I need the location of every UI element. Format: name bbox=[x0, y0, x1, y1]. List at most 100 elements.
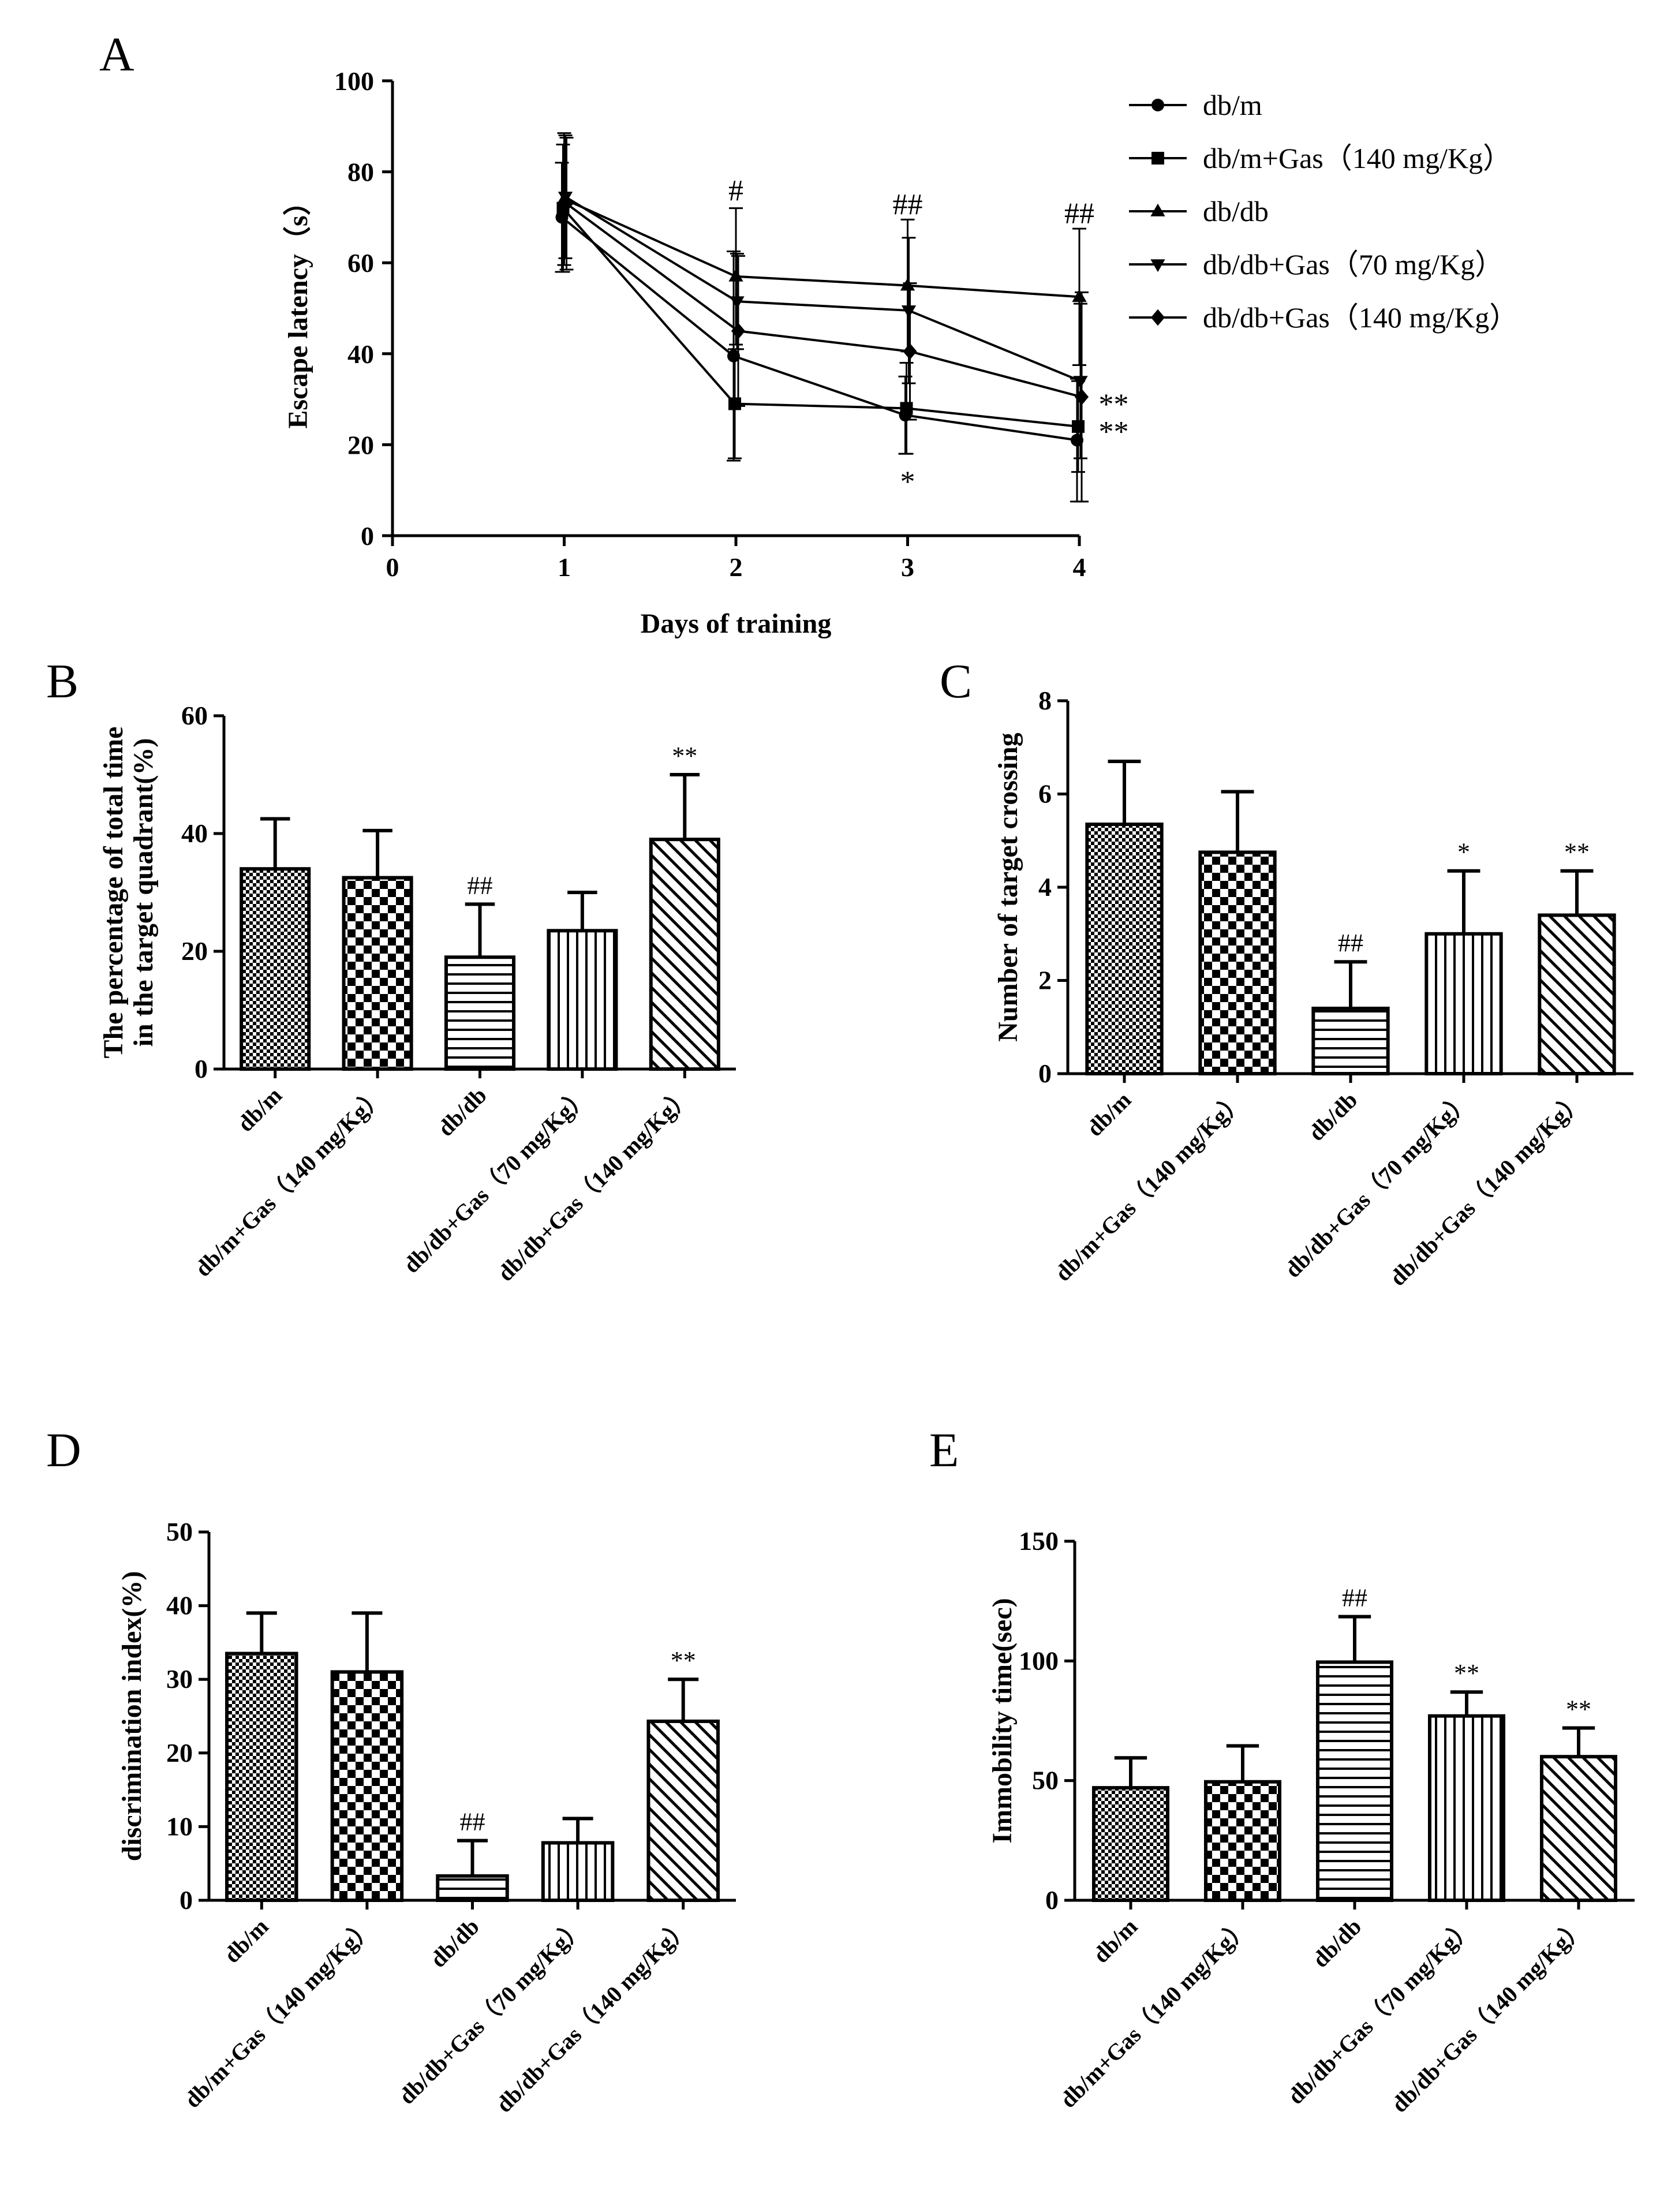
category-label: db/db+Gas（70 mg/Kg） bbox=[1283, 1914, 1478, 2109]
category-label: db/db+Gas（140 mg/Kg） bbox=[1386, 1914, 1591, 2118]
data-point bbox=[903, 343, 917, 360]
chart-panel-e: E 0 50 100 150 Immobility time(sec) db/mdb/m+G… bbox=[929, 1423, 1635, 2117]
category-label: db/db bbox=[1303, 1087, 1363, 1146]
data-point bbox=[1150, 203, 1165, 216]
y-tick-label: 50 bbox=[166, 1517, 193, 1546]
series-0 bbox=[555, 162, 1084, 503]
y-tick-label: 40 bbox=[347, 339, 374, 369]
y-tick-label: 0 bbox=[195, 1054, 208, 1083]
data-point bbox=[1072, 420, 1085, 433]
y-tick-label: 100 bbox=[334, 66, 374, 96]
chart-panel-b: B 0 20 40 60 The percentage of total timein t… bbox=[46, 655, 736, 1286]
y-axis-label: Number of target crossing bbox=[993, 733, 1023, 1041]
data-point bbox=[1073, 376, 1088, 389]
category-label: db/db+Gas（140 mg/Kg） bbox=[491, 1914, 695, 2118]
significance-mark: ** bbox=[1564, 838, 1590, 866]
data-point bbox=[730, 296, 745, 309]
y-axis-label: discrimination index(%) bbox=[117, 1571, 147, 1862]
y-tick-label: 4 bbox=[1038, 872, 1052, 902]
data-point bbox=[731, 323, 746, 339]
panel-label: B bbox=[46, 655, 78, 708]
category-label: db/db+Gas（70 mg/Kg） bbox=[394, 1914, 589, 2109]
series-3 bbox=[558, 134, 1088, 459]
y-tick-label: 20 bbox=[166, 1738, 193, 1768]
significance-mark: ** bbox=[672, 742, 697, 770]
x-tick-label: 4 bbox=[1073, 552, 1086, 582]
bar bbox=[1315, 1660, 1394, 1903]
data-point bbox=[1150, 259, 1165, 272]
legend-label: db/db+Gas（70 mg/Kg） bbox=[1203, 248, 1504, 281]
y-tick-label: 30 bbox=[166, 1664, 193, 1694]
data-point bbox=[1151, 99, 1164, 111]
category-label: db/m bbox=[232, 1082, 287, 1137]
category-label: db/m+Gas（140 mg/Kg） bbox=[1050, 1087, 1250, 1287]
x-tick-label: 2 bbox=[730, 552, 743, 582]
bar bbox=[1539, 1755, 1618, 1902]
panel-label: E bbox=[929, 1423, 959, 1477]
legend-label: db/m+Gas（140 mg/Kg） bbox=[1203, 142, 1512, 174]
y-tick-label: 8 bbox=[1038, 686, 1052, 715]
panel-label: D bbox=[46, 1423, 81, 1477]
y-tick-label: 150 bbox=[1019, 1526, 1059, 1556]
significance-mark: ** bbox=[1099, 388, 1129, 421]
y-tick-label: 0 bbox=[180, 1885, 193, 1915]
data-point bbox=[728, 268, 743, 282]
category-label: db/db bbox=[425, 1914, 484, 1973]
bar bbox=[1538, 913, 1616, 1075]
y-tick-label: 40 bbox=[181, 819, 208, 848]
category-label: db/m bbox=[1082, 1087, 1136, 1142]
bar bbox=[342, 876, 413, 1071]
y-tick-label: 100 bbox=[1019, 1646, 1059, 1675]
bar bbox=[1311, 1006, 1390, 1075]
data-point bbox=[900, 278, 915, 291]
category-label: db/db+Gas（70 mg/Kg） bbox=[398, 1082, 594, 1278]
y-tick-label: 40 bbox=[166, 1591, 193, 1620]
y-tick-label: 2 bbox=[1038, 966, 1052, 995]
chart-panel-a: A 0 20 40 60 80 100 0 1 2 3 4 Days of training Escape… bbox=[99, 28, 1518, 639]
bar bbox=[436, 1874, 509, 1903]
data-point bbox=[900, 402, 913, 415]
series-line bbox=[566, 203, 1082, 398]
y-tick-label: 20 bbox=[347, 430, 374, 459]
bar bbox=[649, 838, 720, 1071]
category-label: db/m+Gas（140 mg/Kg） bbox=[180, 1914, 379, 2113]
data-point bbox=[1150, 309, 1165, 326]
significance-mark: ## bbox=[1342, 1584, 1367, 1612]
significance-mark: ** bbox=[1566, 1695, 1591, 1723]
category-label: db/db bbox=[432, 1082, 492, 1142]
y-tick-label: 60 bbox=[181, 701, 208, 730]
legend: db/m db/m+Gas（140 mg/Kg） db/db db/db+Gas（70… bbox=[1129, 89, 1518, 334]
series-line bbox=[563, 198, 1080, 298]
bar bbox=[225, 1651, 298, 1903]
y-axis-label: The percentage of total timein the targe… bbox=[98, 727, 159, 1059]
bar bbox=[1198, 850, 1277, 1075]
significance-mark: ## bbox=[468, 871, 493, 899]
category-label: db/m+Gas（140 mg/Kg） bbox=[190, 1082, 390, 1282]
panel-label: C bbox=[940, 655, 972, 708]
series-1 bbox=[556, 143, 1085, 473]
significance-mark: ** bbox=[1454, 1659, 1479, 1687]
category-label: db/m+Gas（140 mg/Kg） bbox=[1055, 1914, 1255, 2113]
chart-panel-c: C 0 2 4 6 8 Number of target crossing db/mdb/m+… bbox=[940, 655, 1633, 1291]
significance-mark: * bbox=[900, 465, 915, 498]
bar bbox=[646, 1719, 720, 1902]
legend-label: db/db+Gas（140 mg/Kg） bbox=[1203, 301, 1518, 334]
y-axis-label: Immobility time(sec) bbox=[987, 1598, 1018, 1843]
bar bbox=[444, 955, 516, 1071]
significance-mark: ** bbox=[671, 1646, 696, 1675]
y-tick-label: 0 bbox=[361, 521, 374, 551]
significance-mark: * bbox=[1457, 838, 1470, 866]
data-point bbox=[1072, 289, 1087, 302]
series-line bbox=[562, 207, 1079, 428]
significance-mark: ** bbox=[1099, 416, 1129, 449]
bar bbox=[547, 929, 618, 1071]
y-tick-label: 6 bbox=[1038, 779, 1052, 809]
data-point bbox=[1074, 388, 1089, 405]
category-label: db/db+Gas（70 mg/Kg） bbox=[1280, 1087, 1475, 1283]
category-label: db/m bbox=[1088, 1914, 1143, 1968]
bar bbox=[1427, 1714, 1506, 1903]
panel-label: A bbox=[99, 28, 134, 81]
y-tick-label: 50 bbox=[1032, 1766, 1059, 1795]
series-line bbox=[561, 216, 1078, 442]
